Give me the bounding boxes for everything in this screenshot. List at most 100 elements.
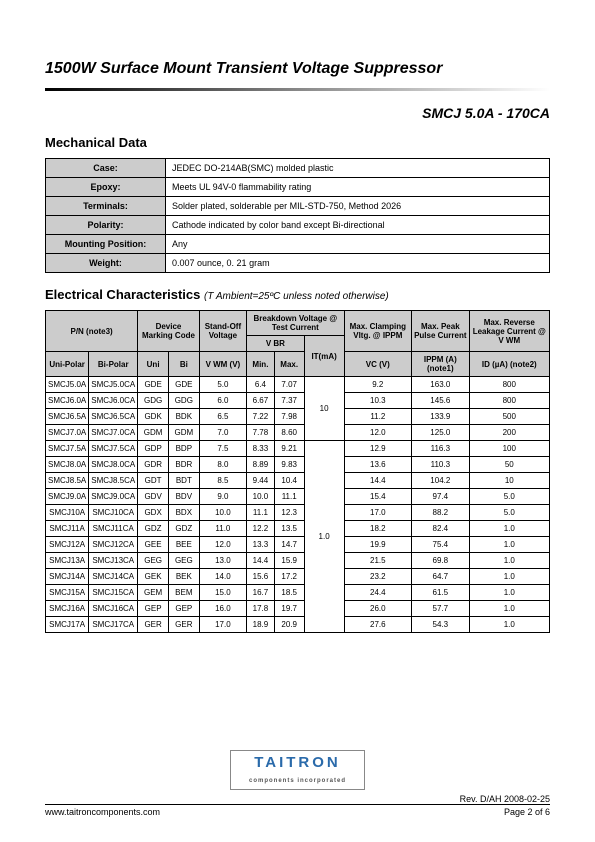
cell: SMCJ5.0A	[46, 377, 89, 393]
title-rule	[45, 88, 550, 91]
cell: 145.6	[412, 393, 469, 409]
table-row: SMCJ5.0ASMCJ5.0CAGDEGDE5.06.47.07109.216…	[46, 377, 550, 393]
cell: 8.33	[247, 441, 275, 457]
cell: SMCJ12A	[46, 537, 89, 553]
cell: 10.0	[247, 489, 275, 505]
logo-subtext: components incorporated	[249, 778, 346, 784]
th-vbr: V BR	[247, 336, 305, 352]
cell: 1.0	[469, 617, 549, 633]
cell: 116.3	[412, 441, 469, 457]
cell: 200	[469, 425, 549, 441]
cell: SMCJ11A	[46, 521, 89, 537]
cell: 7.0	[199, 425, 246, 441]
cell: 1.0	[469, 601, 549, 617]
logo-box: TAITRON components incorporated	[45, 750, 550, 790]
it-group1: 10	[304, 377, 344, 441]
cell: 13.6	[344, 457, 412, 473]
cell: 14.0	[199, 569, 246, 585]
cell: 1.0	[469, 521, 549, 537]
cell: 14.4	[247, 553, 275, 569]
cell: 125.0	[412, 425, 469, 441]
cell: GDP	[138, 441, 169, 457]
cell: SMCJ8.5CA	[89, 473, 138, 489]
mech-row: Weight:0.007 ounce, 0. 21 gram	[46, 254, 550, 273]
cell: BEE	[168, 537, 199, 553]
cell: 17.2	[274, 569, 304, 585]
mech-value: Meets UL 94V-0 flammability rating	[166, 178, 550, 197]
cell: GDE	[168, 377, 199, 393]
th-max: Max.	[274, 352, 304, 377]
cell: 27.6	[344, 617, 412, 633]
cell: SMCJ10CA	[89, 505, 138, 521]
footer-page: Page 2 of 6	[504, 807, 550, 817]
mech-row: Epoxy:Meets UL 94V-0 flammability rating	[46, 178, 550, 197]
cell: 88.2	[412, 505, 469, 521]
cell: 100	[469, 441, 549, 457]
cell: SMCJ15A	[46, 585, 89, 601]
mech-label: Case:	[46, 159, 166, 178]
cell: 69.8	[412, 553, 469, 569]
cell: GDG	[138, 393, 169, 409]
table-row: SMCJ7.5ASMCJ7.5CAGDPBDP7.58.339.211.012.…	[46, 441, 550, 457]
cell: SMCJ9.0CA	[89, 489, 138, 505]
revision-text: Rev. D/AH 2008-02-25	[45, 794, 550, 804]
th-ippm: IPPM (A) (note1)	[412, 352, 469, 377]
cell: GDV	[138, 489, 169, 505]
cell: 1.0	[469, 569, 549, 585]
cell: 9.0	[199, 489, 246, 505]
cell: 500	[469, 409, 549, 425]
table-row: SMCJ7.0ASMCJ7.0CAGDMGDM7.07.788.6012.012…	[46, 425, 550, 441]
cell: 7.78	[247, 425, 275, 441]
mech-value: 0.007 ounce, 0. 21 gram	[166, 254, 550, 273]
cell: 6.4	[247, 377, 275, 393]
part-range: SMCJ 5.0A - 170CA	[45, 105, 550, 121]
th-marking: Device Marking Code	[138, 311, 199, 352]
cell: GEG	[138, 553, 169, 569]
cell: SMCJ8.0A	[46, 457, 89, 473]
cell: 10.3	[344, 393, 412, 409]
cell: 16.7	[247, 585, 275, 601]
cell: 6.0	[199, 393, 246, 409]
cell: GDM	[168, 425, 199, 441]
cell: 12.9	[344, 441, 412, 457]
cell: 8.89	[247, 457, 275, 473]
page-title: 1500W Surface Mount Transient Voltage Su…	[45, 60, 550, 78]
cell: GEK	[138, 569, 169, 585]
cell: BDP	[168, 441, 199, 457]
mech-value: Solder plated, solderable per MIL-STD-75…	[166, 197, 550, 216]
cell: 11.2	[344, 409, 412, 425]
cell: 12.0	[344, 425, 412, 441]
mech-row: Mounting Position:Any	[46, 235, 550, 254]
cell: 7.37	[274, 393, 304, 409]
cell: 18.2	[344, 521, 412, 537]
cell: SMCJ6.5CA	[89, 409, 138, 425]
cell: 54.3	[412, 617, 469, 633]
cell: 10.0	[199, 505, 246, 521]
cell: 18.5	[274, 585, 304, 601]
cell: 1.0	[469, 585, 549, 601]
th-pn: P/N (note3)	[46, 311, 138, 352]
cell: SMCJ6.5A	[46, 409, 89, 425]
table-row: SMCJ12ASMCJ12CAGEEBEE12.013.314.719.975.…	[46, 537, 550, 553]
cell: SMCJ16A	[46, 601, 89, 617]
table-row: SMCJ8.0ASMCJ8.0CAGDRBDR8.08.899.8313.611…	[46, 457, 550, 473]
cell: GDM	[138, 425, 169, 441]
cell: 5.0	[199, 377, 246, 393]
cell: GDZ	[168, 521, 199, 537]
cell: SMCJ10A	[46, 505, 89, 521]
cell: GER	[168, 617, 199, 633]
mech-row: Case:JEDEC DO-214AB(SMC) molded plastic	[46, 159, 550, 178]
th-breakdown: Breakdown Voltage @ Test Current	[247, 311, 344, 336]
cell: SMCJ14A	[46, 569, 89, 585]
cell: 9.21	[274, 441, 304, 457]
cell: 1.0	[469, 537, 549, 553]
cell: GDK	[138, 409, 169, 425]
cell: GEE	[138, 537, 169, 553]
table-row: SMCJ13ASMCJ13CAGEGGEG13.014.415.921.569.…	[46, 553, 550, 569]
th-bi: Bi	[168, 352, 199, 377]
cell: SMCJ12CA	[89, 537, 138, 553]
mech-label: Epoxy:	[46, 178, 166, 197]
cell: GDG	[168, 393, 199, 409]
th-uni: Uni	[138, 352, 169, 377]
th-id: ID (µA) (note2)	[469, 352, 549, 377]
